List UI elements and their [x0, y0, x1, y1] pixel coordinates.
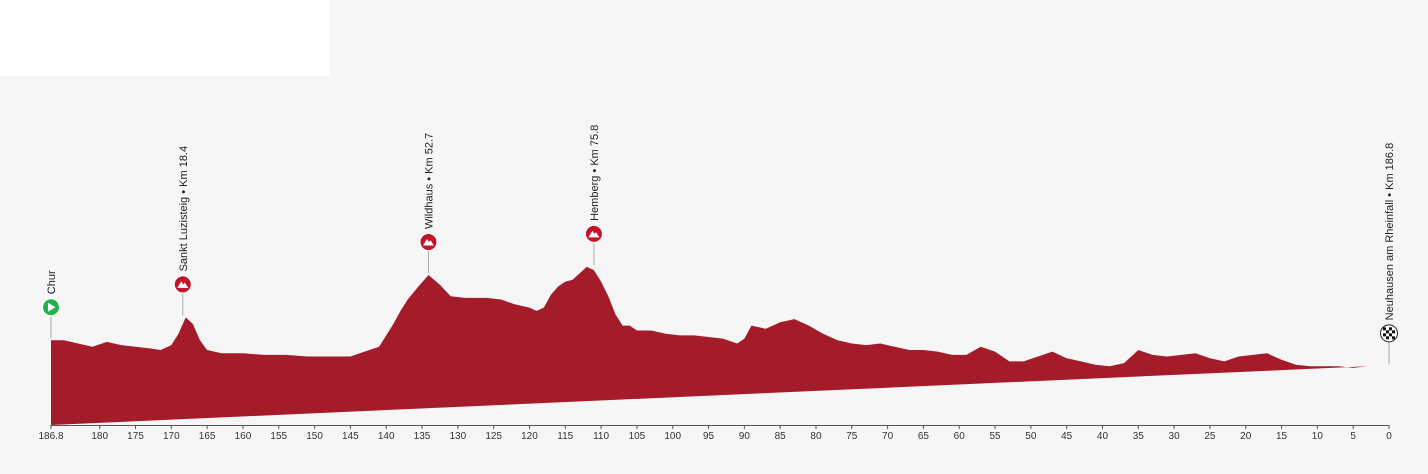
x-tick-label: 70: [882, 431, 894, 442]
x-tick-label: 10: [1312, 431, 1324, 442]
x-tick-label: 75: [846, 431, 858, 442]
x-tick-label: 60: [954, 431, 966, 442]
x-tick-label: 0: [1386, 431, 1392, 442]
x-tick-label: 50: [1025, 431, 1037, 442]
location-marker: Hemberg • Km 75.8: [584, 125, 603, 265]
x-tick-label: 95: [703, 431, 715, 442]
location-marker: Sankt Luzisteig • Km 18.4: [173, 146, 192, 316]
mountain-icon: [173, 275, 192, 294]
elevation-area: [51, 266, 1368, 425]
x-tick-label: 140: [378, 431, 395, 442]
x-tick-label: 155: [270, 431, 287, 442]
x-tick-label: 40: [1097, 431, 1109, 442]
location-marker: Wildhaus • Km 52.7: [419, 133, 438, 274]
x-tick-label: 5: [1350, 431, 1356, 442]
x-tick-label: 85: [775, 431, 787, 442]
x-tick-label: 110: [593, 431, 609, 442]
x-tick-label: 20: [1240, 431, 1252, 442]
x-tick-label: 160: [235, 431, 252, 442]
x-tick-label: 30: [1169, 431, 1181, 442]
x-tick-label: 15: [1276, 431, 1288, 442]
x-tick-label: 25: [1204, 431, 1216, 442]
x-tick-label: 55: [989, 431, 1001, 442]
x-tick-label: 175: [127, 431, 144, 442]
mountain-icon: [419, 233, 438, 252]
profile-layer: [51, 266, 1368, 425]
x-tick-label: 145: [342, 431, 359, 442]
location-label: Neuhausen am Rheinfall • Km 186.8: [1384, 143, 1396, 321]
x-tick-label: 150: [306, 431, 323, 442]
x-tick-label: 125: [485, 431, 502, 442]
x-tick-label: 180: [91, 431, 108, 442]
finish-flag-icon: [1380, 324, 1398, 343]
location-marker: Chur: [42, 270, 60, 339]
x-tick-label: 135: [414, 431, 431, 442]
location-label: Chur: [46, 270, 58, 294]
location-markers: Chur Sankt Luzisteig • Km 18.4 Wildhaus • …: [42, 125, 1398, 365]
x-tick-label: 130: [449, 431, 466, 442]
location-marker: Neuhausen am Rheinfall • Km 186.8: [1380, 143, 1398, 365]
x-tick-label: 90: [739, 431, 751, 442]
location-label: Sankt Luzisteig • Km 18.4: [178, 146, 190, 272]
x-tick-label: 105: [629, 431, 646, 442]
x-tick-label: 120: [521, 431, 538, 442]
x-tick-label: 45: [1061, 431, 1073, 442]
x-tick-label: 35: [1133, 431, 1145, 442]
location-label: Wildhaus • Km 52.7: [423, 133, 435, 229]
x-tick-label: 100: [664, 431, 681, 442]
x-tick-label: 186.8: [38, 431, 63, 442]
mountain-icon: [584, 224, 603, 243]
x-tick-label: 165: [199, 431, 216, 442]
x-tick-label: 80: [810, 431, 822, 442]
start-flag-icon: [42, 298, 60, 317]
blank-header-panel: [0, 0, 330, 76]
x-axis: 186.8 180 175 170 165 160 155 150 145 140 135 130 12…: [38, 425, 1392, 442]
location-label: Hemberg • Km 75.8: [589, 125, 601, 221]
x-tick-label: 115: [557, 431, 573, 442]
x-tick-label: 65: [918, 431, 930, 442]
x-tick-label: 170: [163, 431, 180, 442]
